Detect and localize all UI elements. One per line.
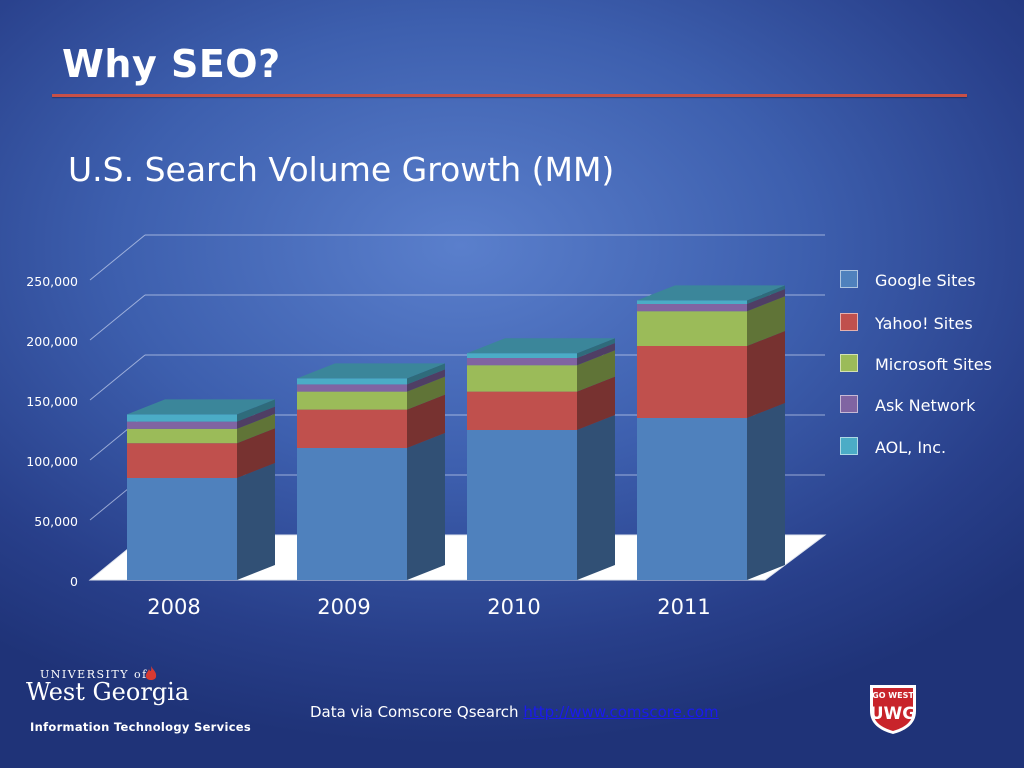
bar-top [467, 338, 615, 354]
bar-segment [127, 443, 237, 478]
source-text: Data via Comscore Qsearch [310, 703, 519, 721]
university-logo: UNIVERSITY of West Georgia Information T… [26, 666, 256, 748]
logo-department: Information Technology Services [30, 720, 252, 734]
bar-segment-side [407, 394, 445, 448]
x-tick-label: 2011 [657, 595, 710, 619]
title-divider [52, 94, 967, 97]
y-tick-label: 0 [70, 574, 78, 589]
bar-segment [297, 448, 407, 580]
x-tick-label: 2008 [147, 595, 200, 619]
source-link[interactable]: http://www.comscore.com [523, 703, 719, 721]
bar-segment [467, 430, 577, 580]
legend-swatch [840, 395, 858, 413]
bar-segment-side [747, 285, 785, 304]
bar-segment-side [407, 363, 445, 385]
bar-segment [127, 414, 237, 422]
legend-swatch [840, 270, 858, 288]
bar-segment [467, 353, 577, 358]
bar-segment-side [407, 369, 445, 392]
slide-title: Why SEO? [62, 42, 281, 86]
bar-segment-side [747, 403, 785, 580]
gridline-side [89, 234, 146, 281]
legend-label: Microsoft Sites [875, 355, 992, 374]
bar-segment [127, 421, 237, 429]
bar-segment-side [407, 376, 445, 410]
bar-segment-side [237, 413, 275, 444]
legend-label: Yahoo! Sites [875, 314, 973, 333]
badge-letters: UWG [870, 704, 917, 724]
gridline-side [89, 294, 146, 341]
bar-segment-side [237, 463, 275, 580]
legend-swatch [840, 437, 858, 455]
bar-segment-side [747, 296, 785, 346]
logo-university-small: UNIVERSITY of [40, 668, 148, 681]
bar-segment-side [577, 338, 615, 358]
legend-swatch [840, 354, 858, 372]
x-tick-label: 2009 [317, 595, 370, 619]
bar-segment [467, 358, 577, 366]
go-west-badge: GO WEST UWG [870, 685, 917, 734]
bar-segment [467, 391, 577, 430]
y-tick-label: 200,000 [26, 334, 78, 349]
bar-segment-side [237, 428, 275, 478]
legend-swatch [840, 313, 858, 331]
logo-university-name: West Georgia [26, 678, 190, 706]
bar-segment-side [747, 289, 785, 312]
chart-title: U.S. Search Volume Growth (MM) [68, 150, 615, 189]
gridline-side [89, 354, 146, 401]
bar-segment-side [577, 343, 615, 366]
bar-segment [637, 311, 747, 346]
bar-segment [127, 428, 237, 444]
flame-icon [145, 666, 157, 680]
bar-segment-side [747, 331, 785, 418]
legend-label: AOL, Inc. [875, 438, 947, 457]
badge-top-text: GO WEST [872, 691, 914, 700]
bar-segment [637, 304, 747, 312]
x-tick-label: 2010 [487, 595, 540, 619]
bar-segment [297, 384, 407, 392]
bar-segment-side [577, 350, 615, 392]
y-tick-label: 100,000 [26, 454, 78, 469]
source-note: Data via Comscore Qsearch http://www.com… [310, 703, 719, 721]
bar-segment-side [407, 433, 445, 580]
bar-segment [637, 300, 747, 304]
y-tick-label: 50,000 [34, 514, 78, 529]
bar-segment-side [577, 415, 615, 580]
bar-segment [297, 378, 407, 385]
legend-label: Google Sites [875, 271, 976, 290]
bar-segment-side [577, 376, 615, 430]
bar-segment-side [237, 406, 275, 429]
y-tick-label: 150,000 [26, 394, 78, 409]
bar-segment [127, 478, 237, 580]
bar-top [637, 285, 785, 301]
bar-segment [297, 409, 407, 448]
bar-segment [297, 391, 407, 410]
bar-segment [637, 418, 747, 580]
bar-segment-side [237, 399, 275, 422]
bar-segment [467, 365, 577, 392]
legend-label: Ask Network [875, 396, 976, 415]
bar-segment [637, 346, 747, 418]
bar-top [127, 399, 275, 415]
bar-top [297, 363, 445, 379]
y-tick-label: 250,000 [26, 274, 78, 289]
